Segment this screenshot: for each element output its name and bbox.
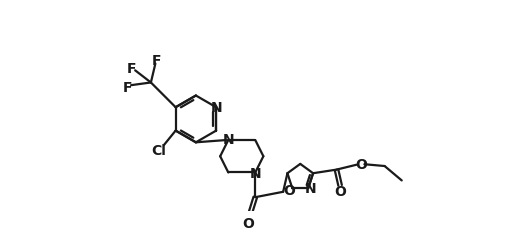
Text: Cl: Cl <box>151 143 166 157</box>
Text: F: F <box>152 54 161 68</box>
Text: N: N <box>249 167 261 180</box>
Text: N: N <box>211 100 223 114</box>
Text: N: N <box>222 133 234 147</box>
Text: O: O <box>335 184 346 198</box>
Text: O: O <box>355 157 367 171</box>
Text: O: O <box>284 183 295 197</box>
Text: F: F <box>123 81 132 95</box>
Text: N: N <box>305 181 316 195</box>
Text: F: F <box>127 62 137 76</box>
Text: O: O <box>243 216 254 229</box>
